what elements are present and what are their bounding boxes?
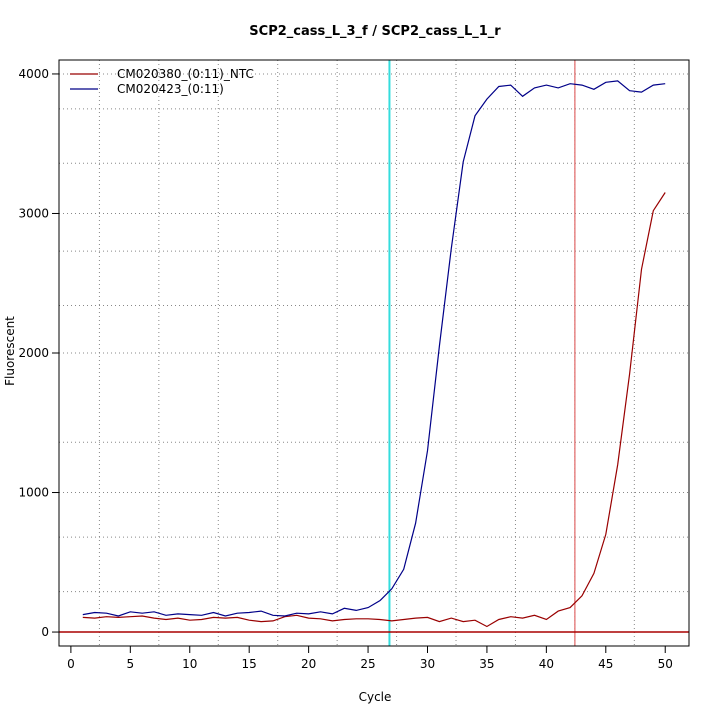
y-tick-label: 3000 <box>18 206 49 220</box>
x-tick-label: 10 <box>182 657 197 671</box>
y-axis-label: Fluorescent <box>3 316 17 386</box>
y-tick-label: 2000 <box>18 346 49 360</box>
x-tick-label: 15 <box>242 657 257 671</box>
x-tick-label: 25 <box>360 657 375 671</box>
x-axis: 0 5 10 15 20 25 30 35 40 45 50 <box>67 646 673 671</box>
series-line-2 <box>82 80 666 617</box>
series-lines <box>82 80 666 628</box>
y-tick-label: 1000 <box>18 486 49 500</box>
x-tick-label: 20 <box>301 657 316 671</box>
x-axis-label: Cycle <box>359 690 392 704</box>
y-axis: 0 1000 2000 3000 4000 <box>18 67 59 639</box>
legend-label-2: CM020423_(0:11) <box>117 82 224 96</box>
x-tick-label: 5 <box>127 657 135 671</box>
x-tick-label: 45 <box>598 657 613 671</box>
x-tick-label: 0 <box>67 657 75 671</box>
x-tick-label: 30 <box>420 657 435 671</box>
chart-title: SCP2_cass_L_3_f / SCP2_cass_L_1_r <box>249 24 501 39</box>
y-tick-label: 0 <box>41 625 49 639</box>
x-tick-label: 35 <box>479 657 494 671</box>
grid-lines <box>59 60 689 646</box>
x-tick-label: 50 <box>658 657 673 671</box>
legend-label-1: CM020380_(0:11)_NTC <box>117 67 254 81</box>
plot-frame <box>58 59 690 647</box>
x-tick-label: 40 <box>539 657 554 671</box>
series-line-1 <box>82 192 666 628</box>
y-tick-label: 4000 <box>18 67 49 81</box>
reference-vertical-lines <box>388 60 576 646</box>
